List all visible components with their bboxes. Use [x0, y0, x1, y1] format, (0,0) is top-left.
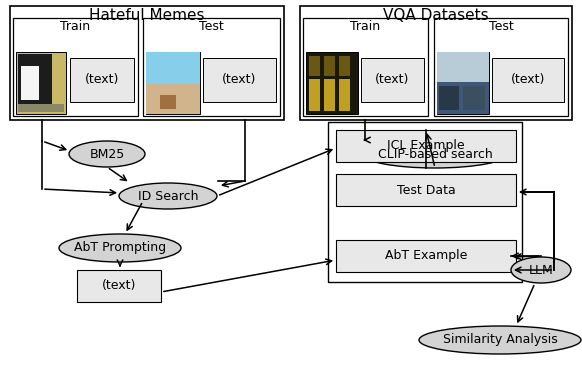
Text: LLM: LLM: [528, 264, 553, 276]
Text: ID Search: ID Search: [138, 190, 198, 203]
FancyBboxPatch shape: [18, 104, 64, 112]
Text: Test: Test: [489, 21, 513, 33]
Text: Similarity Analysis: Similarity Analysis: [443, 334, 558, 347]
Text: VQA Datasets: VQA Datasets: [383, 9, 489, 23]
Ellipse shape: [59, 234, 181, 262]
FancyBboxPatch shape: [77, 270, 161, 302]
Text: (text): (text): [102, 279, 136, 293]
FancyBboxPatch shape: [309, 79, 320, 111]
FancyBboxPatch shape: [146, 84, 200, 114]
Text: (text): (text): [222, 73, 256, 86]
Text: AbT Prompting: AbT Prompting: [74, 241, 166, 255]
Text: BM25: BM25: [90, 147, 125, 161]
Ellipse shape: [69, 141, 145, 167]
FancyBboxPatch shape: [309, 56, 320, 76]
Text: Train: Train: [350, 21, 381, 33]
FancyBboxPatch shape: [146, 52, 200, 114]
Ellipse shape: [419, 326, 581, 354]
FancyBboxPatch shape: [336, 174, 516, 206]
Text: (text): (text): [375, 73, 409, 86]
FancyBboxPatch shape: [434, 18, 568, 116]
FancyBboxPatch shape: [439, 86, 459, 110]
FancyBboxPatch shape: [16, 52, 66, 114]
FancyBboxPatch shape: [361, 58, 424, 102]
Ellipse shape: [511, 257, 571, 283]
Text: Hateful Memes: Hateful Memes: [89, 9, 205, 23]
FancyBboxPatch shape: [21, 66, 39, 100]
FancyBboxPatch shape: [328, 122, 522, 282]
FancyBboxPatch shape: [306, 52, 358, 114]
FancyBboxPatch shape: [463, 86, 485, 110]
Text: ICL Example: ICL Example: [387, 139, 465, 153]
FancyBboxPatch shape: [146, 52, 200, 84]
Text: (text): (text): [85, 73, 119, 86]
Text: Test: Test: [199, 21, 224, 33]
FancyBboxPatch shape: [160, 95, 176, 109]
Ellipse shape: [119, 183, 217, 209]
FancyBboxPatch shape: [303, 18, 428, 116]
FancyBboxPatch shape: [437, 82, 489, 114]
Text: Train: Train: [61, 21, 91, 33]
FancyBboxPatch shape: [300, 6, 572, 120]
FancyBboxPatch shape: [324, 79, 335, 111]
FancyBboxPatch shape: [18, 54, 52, 112]
Text: AbT Example: AbT Example: [385, 250, 467, 262]
FancyBboxPatch shape: [336, 240, 516, 272]
FancyBboxPatch shape: [492, 58, 564, 102]
FancyBboxPatch shape: [203, 58, 276, 102]
Text: Test Data: Test Data: [396, 183, 455, 197]
FancyBboxPatch shape: [437, 52, 489, 82]
FancyBboxPatch shape: [339, 56, 350, 76]
FancyBboxPatch shape: [10, 6, 284, 120]
Text: CLIP-based search: CLIP-based search: [378, 147, 492, 161]
FancyBboxPatch shape: [70, 58, 134, 102]
FancyBboxPatch shape: [324, 56, 335, 76]
FancyBboxPatch shape: [339, 79, 350, 111]
FancyBboxPatch shape: [13, 18, 138, 116]
Text: (text): (text): [511, 73, 545, 86]
Ellipse shape: [363, 140, 508, 168]
FancyBboxPatch shape: [336, 130, 516, 162]
FancyBboxPatch shape: [143, 18, 280, 116]
FancyBboxPatch shape: [437, 52, 489, 114]
